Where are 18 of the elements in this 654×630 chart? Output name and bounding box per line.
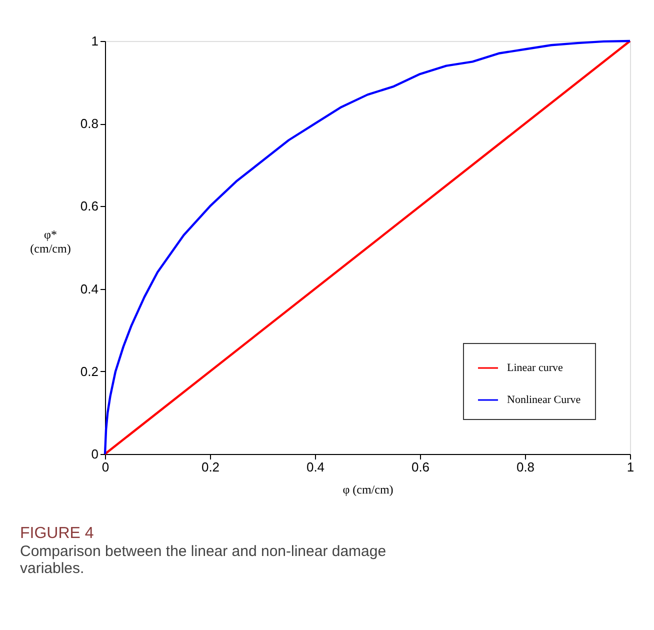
legend-label: Nonlinear Curve xyxy=(507,394,581,406)
text: FIGURE 4 xyxy=(20,525,94,542)
legend-label: Linear curve xyxy=(507,362,563,374)
x-tick-label: 0.6 xyxy=(411,460,430,474)
y-tick-label: 0 xyxy=(91,446,98,462)
y-tick-label: 0.8 xyxy=(80,116,98,132)
y-tick-label: 0.4 xyxy=(80,281,98,296)
x-tick-label: 0.4 xyxy=(306,460,325,474)
x-tick-label: 0.8 xyxy=(516,460,535,474)
y-axis-title: φ* (cm/cm) xyxy=(30,228,71,256)
x-axis-title: φ (cm/cm) xyxy=(342,482,394,496)
y-tick-label: 1 xyxy=(91,34,98,48)
x-tick-label: 0 xyxy=(102,460,110,474)
text: Comparison between the linear and non-linear damage variables. xyxy=(20,543,386,577)
x-tick-label: 1 xyxy=(626,460,634,474)
x-tick-label: 0.2 xyxy=(201,460,220,474)
y-tick-label: 0.6 xyxy=(80,198,98,214)
y-tick-label: 0.2 xyxy=(80,364,98,379)
